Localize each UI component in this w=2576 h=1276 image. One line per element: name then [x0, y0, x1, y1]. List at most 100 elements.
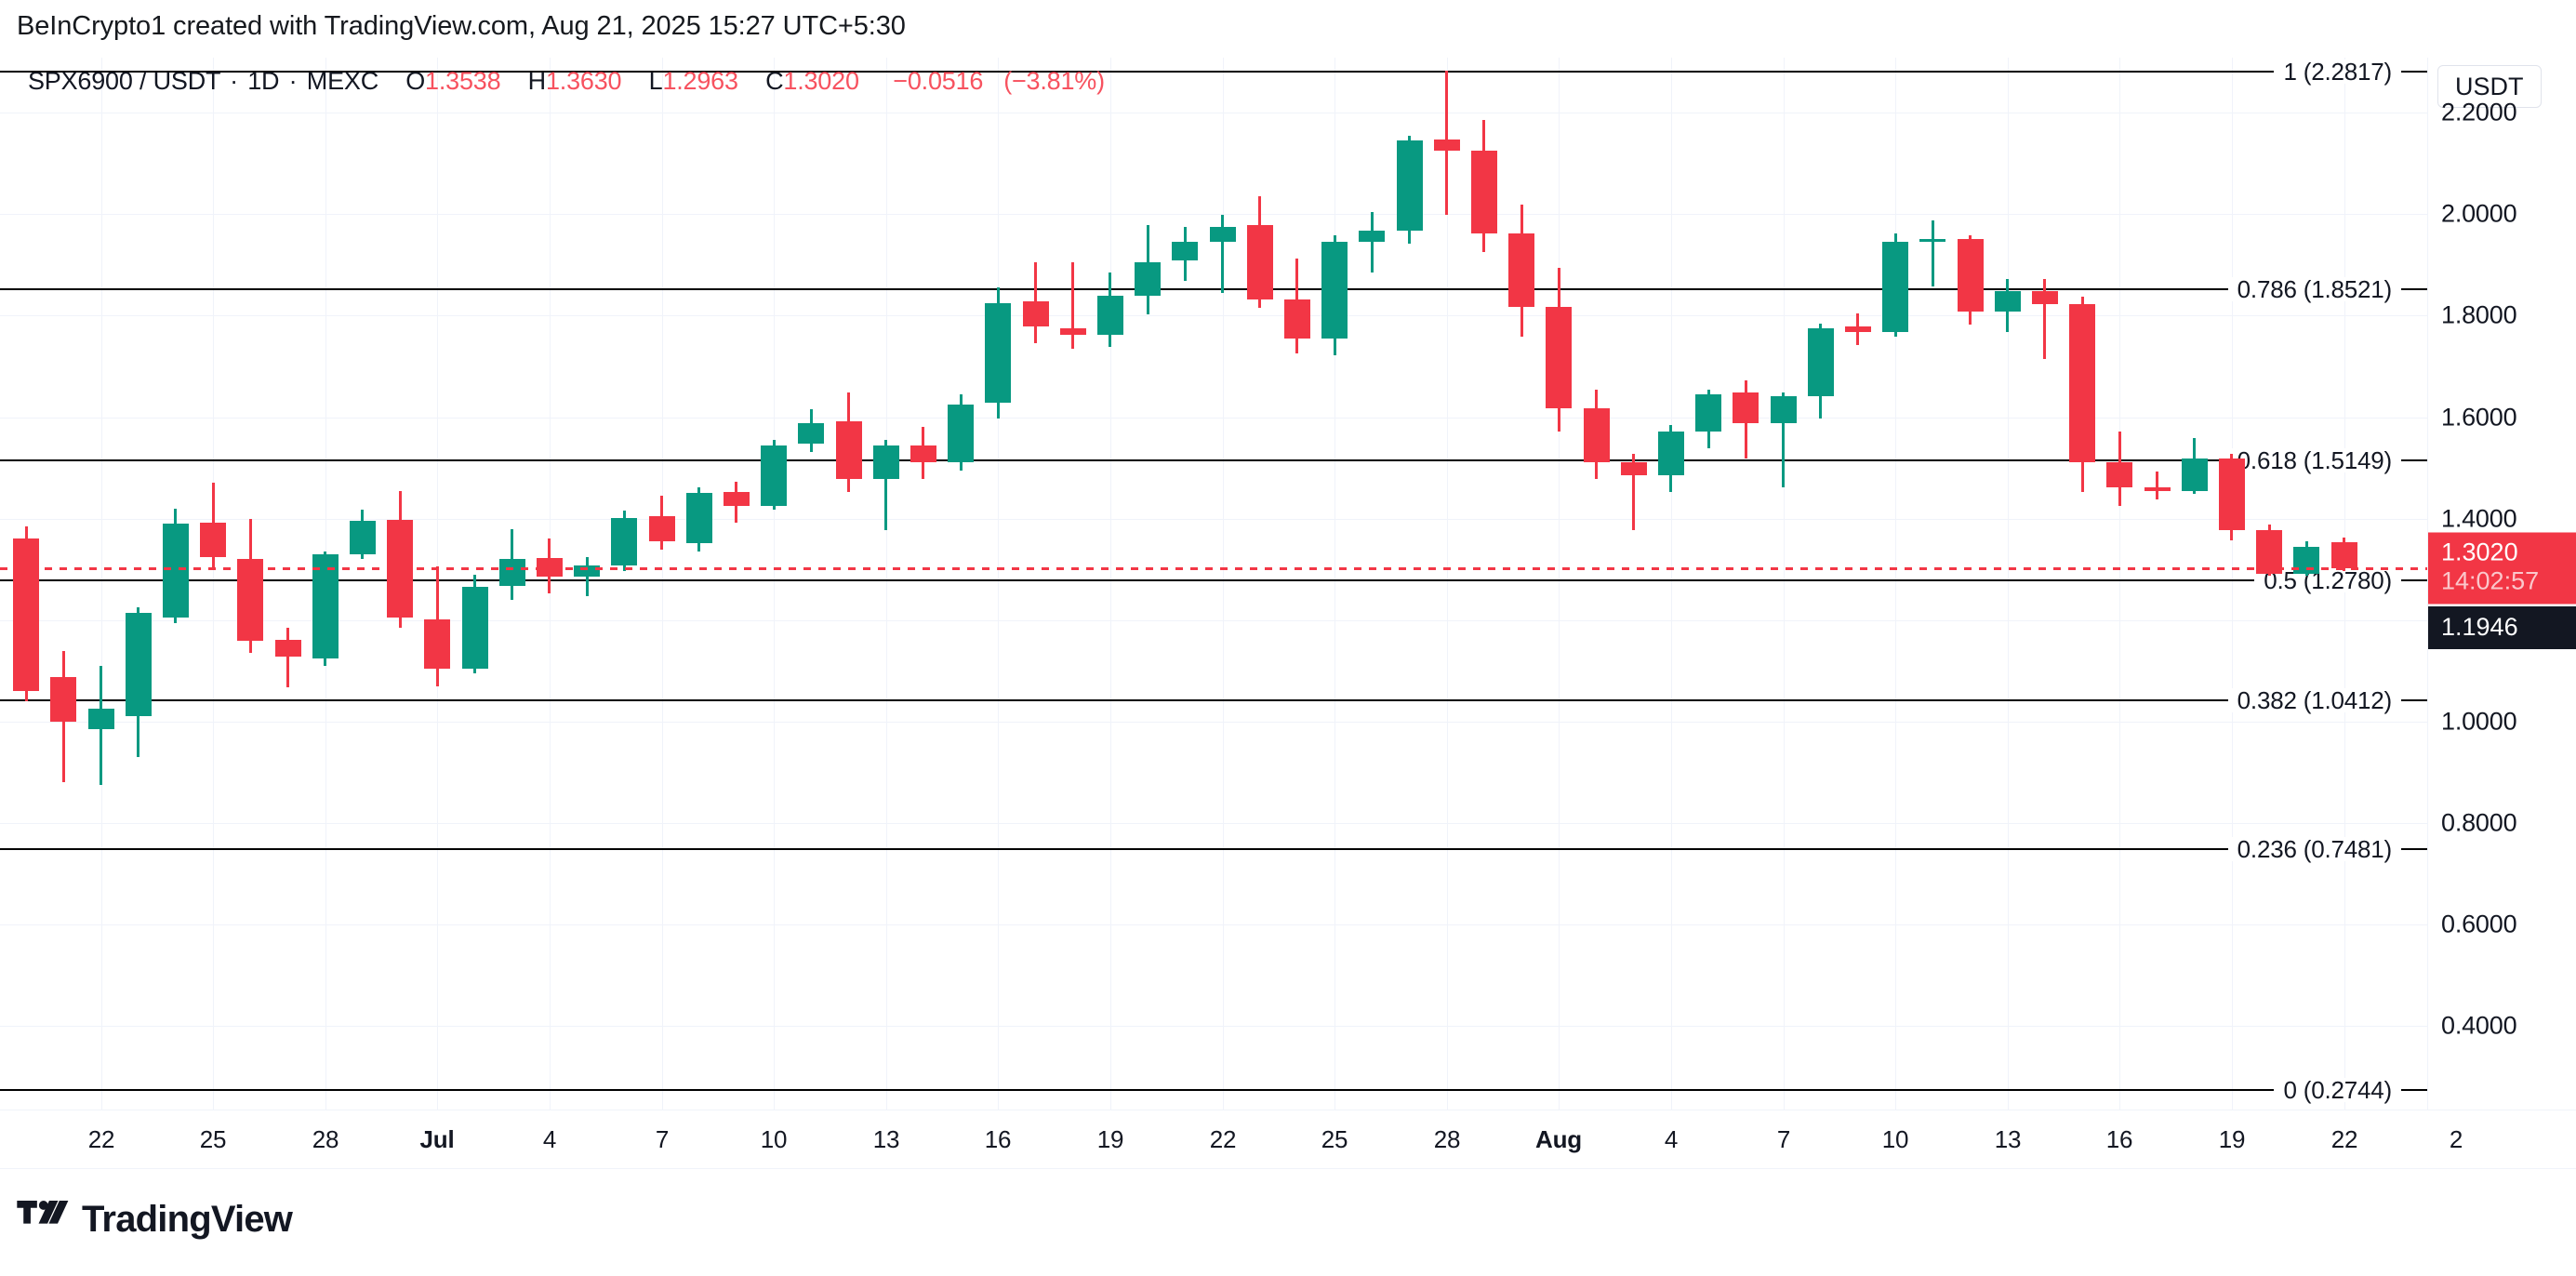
- candlestick[interactable]: [2330, 58, 2357, 1110]
- candle-body: [1807, 328, 1834, 396]
- candlestick[interactable]: [2256, 58, 2283, 1110]
- candlestick[interactable]: [685, 58, 712, 1110]
- candlestick[interactable]: [798, 58, 825, 1110]
- candlestick[interactable]: [50, 58, 77, 1110]
- candlestick[interactable]: [237, 58, 264, 1110]
- time-axis-tick: 4: [542, 1125, 557, 1153]
- candle-body: [1546, 306, 1573, 408]
- candlestick[interactable]: [835, 58, 862, 1110]
- horizontal-gridline: [0, 823, 2427, 825]
- candlestick[interactable]: [536, 58, 563, 1110]
- candlestick[interactable]: [761, 58, 788, 1110]
- time-axis-tick: 19: [2218, 1125, 2246, 1153]
- candlestick[interactable]: [200, 58, 227, 1110]
- candlestick[interactable]: [1695, 58, 1722, 1110]
- candlestick[interactable]: [1359, 58, 1386, 1110]
- candlestick[interactable]: [349, 58, 376, 1110]
- legend-interval[interactable]: 1D: [247, 67, 280, 95]
- legend-symbol[interactable]: SPX6900 / USDT: [28, 67, 220, 95]
- candle-body: [2144, 486, 2171, 491]
- candle-body: [2031, 291, 2058, 305]
- candlestick[interactable]: [1321, 58, 1348, 1110]
- candlestick[interactable]: [162, 58, 189, 1110]
- legend-exchange[interactable]: MEXC: [306, 67, 378, 95]
- candlestick[interactable]: [1470, 58, 1497, 1110]
- vertical-gridline: [1671, 58, 1672, 1110]
- currency-badge[interactable]: USDT: [2437, 65, 2542, 108]
- candlestick[interactable]: [1657, 58, 1684, 1110]
- candle-body: [1359, 230, 1386, 243]
- candlestick[interactable]: [1957, 58, 1984, 1110]
- candle-body: [125, 612, 152, 717]
- vertical-gridline: [1559, 58, 1560, 1110]
- price-plot-area[interactable]: 1 (2.2817) 0.786 (1.8521) 0.618 (1.5149) 0.…: [0, 58, 2427, 1110]
- candlestick[interactable]: [723, 58, 750, 1110]
- legend-high-value: 1.3630: [545, 67, 622, 95]
- fibonacci-level-line[interactable]: [0, 848, 2427, 851]
- candlestick[interactable]: [1546, 58, 1573, 1110]
- candlestick[interactable]: [2144, 58, 2171, 1110]
- candlestick[interactable]: [2181, 58, 2208, 1110]
- time-axis[interactable]: 22 25 28 Jul 4 7 10 13 16 19 22 25 28 Aug 4 7 10 13 16 19 22…: [0, 1110, 2576, 1169]
- time-axis-tick: 22: [87, 1125, 115, 1153]
- candlestick[interactable]: [1770, 58, 1797, 1110]
- fibonacci-level-line[interactable]: [0, 70, 2427, 73]
- candlestick[interactable]: [1508, 58, 1535, 1110]
- candlestick[interactable]: [1433, 58, 1460, 1110]
- candlestick[interactable]: [1733, 58, 1759, 1110]
- candlestick[interactable]: [312, 58, 339, 1110]
- candlestick[interactable]: [872, 58, 899, 1110]
- tradingview-logo[interactable]: TradingView: [17, 1200, 293, 1239]
- candlestick[interactable]: [1396, 58, 1423, 1110]
- candlestick[interactable]: [1172, 58, 1199, 1110]
- candlestick[interactable]: [2106, 58, 2133, 1110]
- candlestick[interactable]: [1022, 58, 1049, 1110]
- candlestick[interactable]: [13, 58, 40, 1110]
- candle-body: [1620, 461, 1647, 476]
- candlestick[interactable]: [2293, 58, 2320, 1110]
- candlestick[interactable]: [125, 58, 152, 1110]
- candlestick[interactable]: [87, 58, 114, 1110]
- candlestick[interactable]: [498, 58, 525, 1110]
- candlestick[interactable]: [1620, 58, 1647, 1110]
- price-axis[interactable]: USDT 2.20002.00001.80001.60001.40001.200…: [2427, 58, 2576, 1110]
- vertical-gridline: [1895, 58, 1896, 1110]
- time-axis-tick: 10: [1881, 1125, 1909, 1153]
- candlestick[interactable]: [611, 58, 638, 1110]
- candlestick[interactable]: [1844, 58, 1871, 1110]
- candlestick[interactable]: [910, 58, 936, 1110]
- candlestick[interactable]: [1209, 58, 1236, 1110]
- legend-close-label: C: [765, 67, 784, 95]
- candlestick[interactable]: [1283, 58, 1310, 1110]
- candlestick[interactable]: [574, 58, 601, 1110]
- candlestick[interactable]: [1994, 58, 2021, 1110]
- candlestick[interactable]: [461, 58, 488, 1110]
- candlestick[interactable]: [1583, 58, 1610, 1110]
- candlestick[interactable]: [387, 58, 414, 1110]
- vertical-gridline: [1334, 58, 1335, 1110]
- chart-legend[interactable]: SPX6900 / USDT · 1D · MEXC O1.3538 H1.36…: [28, 67, 1105, 95]
- fibonacci-level-line[interactable]: [0, 579, 2427, 582]
- candlestick[interactable]: [1919, 58, 1946, 1110]
- time-axis-tick: 22: [1209, 1125, 1237, 1153]
- candlestick[interactable]: [648, 58, 675, 1110]
- candlestick[interactable]: [1096, 58, 1123, 1110]
- candlestick[interactable]: [1807, 58, 1834, 1110]
- candlestick[interactable]: [948, 58, 975, 1110]
- candlestick[interactable]: [2069, 58, 2096, 1110]
- candlestick[interactable]: [985, 58, 1012, 1110]
- candlestick[interactable]: [1882, 58, 1909, 1110]
- fibonacci-level-line[interactable]: [0, 1088, 2427, 1091]
- candlestick[interactable]: [2218, 58, 2245, 1110]
- candlestick[interactable]: [274, 58, 301, 1110]
- candlestick[interactable]: [2031, 58, 2058, 1110]
- candlestick[interactable]: [1135, 58, 1162, 1110]
- fibonacci-level-line[interactable]: [0, 288, 2427, 290]
- candlestick[interactable]: [1059, 58, 1086, 1110]
- vertical-gridline: [2232, 58, 2233, 1110]
- candlestick[interactable]: [1246, 58, 1273, 1110]
- fibonacci-level-line[interactable]: [0, 459, 2427, 461]
- candlestick[interactable]: [424, 58, 451, 1110]
- fibonacci-level-label: 0.236 (0.7481): [2227, 837, 2401, 862]
- fibonacci-level-line[interactable]: [0, 699, 2427, 702]
